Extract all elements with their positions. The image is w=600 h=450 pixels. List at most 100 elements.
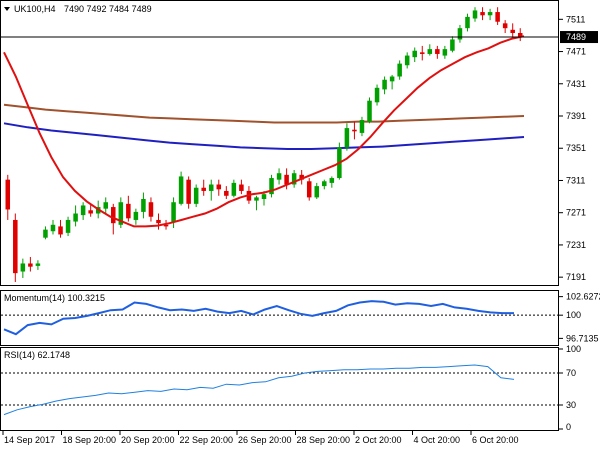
candle [148, 197, 154, 222]
candle-body [472, 10, 478, 19]
candle [299, 169, 304, 185]
candle-body [13, 219, 18, 274]
candle-body [163, 224, 169, 227]
candle [5, 174, 11, 220]
candle-body [457, 28, 463, 40]
candle [450, 36, 455, 53]
ma-mid-line [3, 103, 525, 124]
candle-body [126, 203, 131, 219]
candle-body [141, 199, 146, 212]
momentum-tick-label: 102.6272 [566, 292, 600, 302]
candle [88, 203, 93, 217]
candle [306, 178, 312, 201]
candle-body [28, 263, 33, 267]
candle [442, 45, 448, 59]
candle-body [420, 52, 425, 54]
rsi-tick-label: 100 [566, 344, 581, 354]
candle-body [352, 129, 357, 132]
candle [329, 176, 335, 188]
candle-body [450, 39, 455, 51]
price-tick-label: 7271 [566, 208, 586, 218]
symbol-label: UK100,H4 [14, 4, 56, 14]
candle [141, 192, 146, 219]
ma-slow-line [3, 122, 525, 150]
candle [495, 7, 500, 25]
time-tick-label: 20 Sep 20:00 [121, 435, 175, 445]
dropdown-arrow-icon[interactable] [4, 7, 10, 11]
current-price-label: 7489 [566, 32, 586, 42]
candle [344, 123, 350, 151]
candle-body [382, 79, 387, 90]
candle [502, 20, 508, 34]
rsi-tick-label: 0 [566, 422, 571, 432]
candle-body [254, 197, 259, 201]
candle-body [156, 219, 161, 224]
candle [133, 208, 139, 225]
candle-body [329, 178, 335, 183]
candle [65, 216, 71, 237]
candle [80, 202, 86, 220]
time-tick-label: 6 Oct 20:00 [472, 435, 519, 445]
price-tick-label: 7471 [566, 47, 586, 57]
candle-body [43, 229, 48, 238]
candle-body [50, 224, 56, 232]
candle [201, 179, 206, 196]
candle-body [495, 12, 500, 22]
candle-body [269, 178, 274, 195]
candle-body [487, 12, 493, 16]
candle [510, 23, 515, 38]
candle [457, 24, 463, 43]
time-axis: 14 Sep 2017 18 Sep 20:00 20 Sep 20:00 22 Se… [2, 431, 519, 445]
candle-body [201, 187, 206, 191]
candle [397, 60, 402, 80]
candle-body [465, 16, 470, 29]
candle-body [404, 55, 410, 66]
candle-body [284, 174, 289, 185]
candle [427, 44, 433, 56]
candle [193, 184, 199, 208]
candle-body [193, 187, 199, 204]
momentum-series: 102.6272 100 96.7135 [1, 292, 600, 343]
candle-body [178, 176, 184, 204]
candle [224, 186, 229, 200]
candle [374, 84, 380, 106]
candle [13, 213, 18, 282]
candle [367, 97, 372, 124]
ma-slow-path [3, 122, 525, 150]
candle [435, 45, 440, 59]
price-panel [0, 0, 559, 286]
candle [465, 13, 470, 32]
time-tick-label: 26 Sep 20:00 [238, 435, 292, 445]
candle [404, 52, 410, 69]
candle [118, 197, 124, 229]
candle-body [344, 128, 350, 148]
candle [239, 179, 244, 195]
candle [156, 213, 161, 230]
candle-body [231, 182, 237, 196]
ma-mid-path [3, 103, 525, 124]
candle-body [306, 181, 312, 198]
price-tick-label: 7351 [566, 143, 586, 153]
candle-body [314, 186, 320, 198]
momentum-title: Momentum(14) 100.3215 [4, 293, 105, 303]
candle [472, 7, 478, 22]
candle [487, 8, 493, 21]
momentum-tick-label: 96.7135 [566, 333, 599, 343]
candle-body [322, 181, 327, 187]
candle [186, 176, 191, 209]
candle-body [239, 184, 244, 191]
candle [73, 205, 78, 227]
ma-fast-line [3, 35, 525, 228]
candle [352, 121, 357, 140]
candle-body [88, 210, 93, 214]
candle-body [502, 23, 508, 29]
candle [208, 179, 214, 201]
candle-body [367, 100, 372, 122]
candles [5, 7, 523, 282]
candle [269, 174, 274, 198]
momentum-panel [0, 290, 559, 346]
candle-body [103, 202, 108, 209]
candle-body [208, 184, 214, 191]
candle-body [517, 33, 523, 38]
